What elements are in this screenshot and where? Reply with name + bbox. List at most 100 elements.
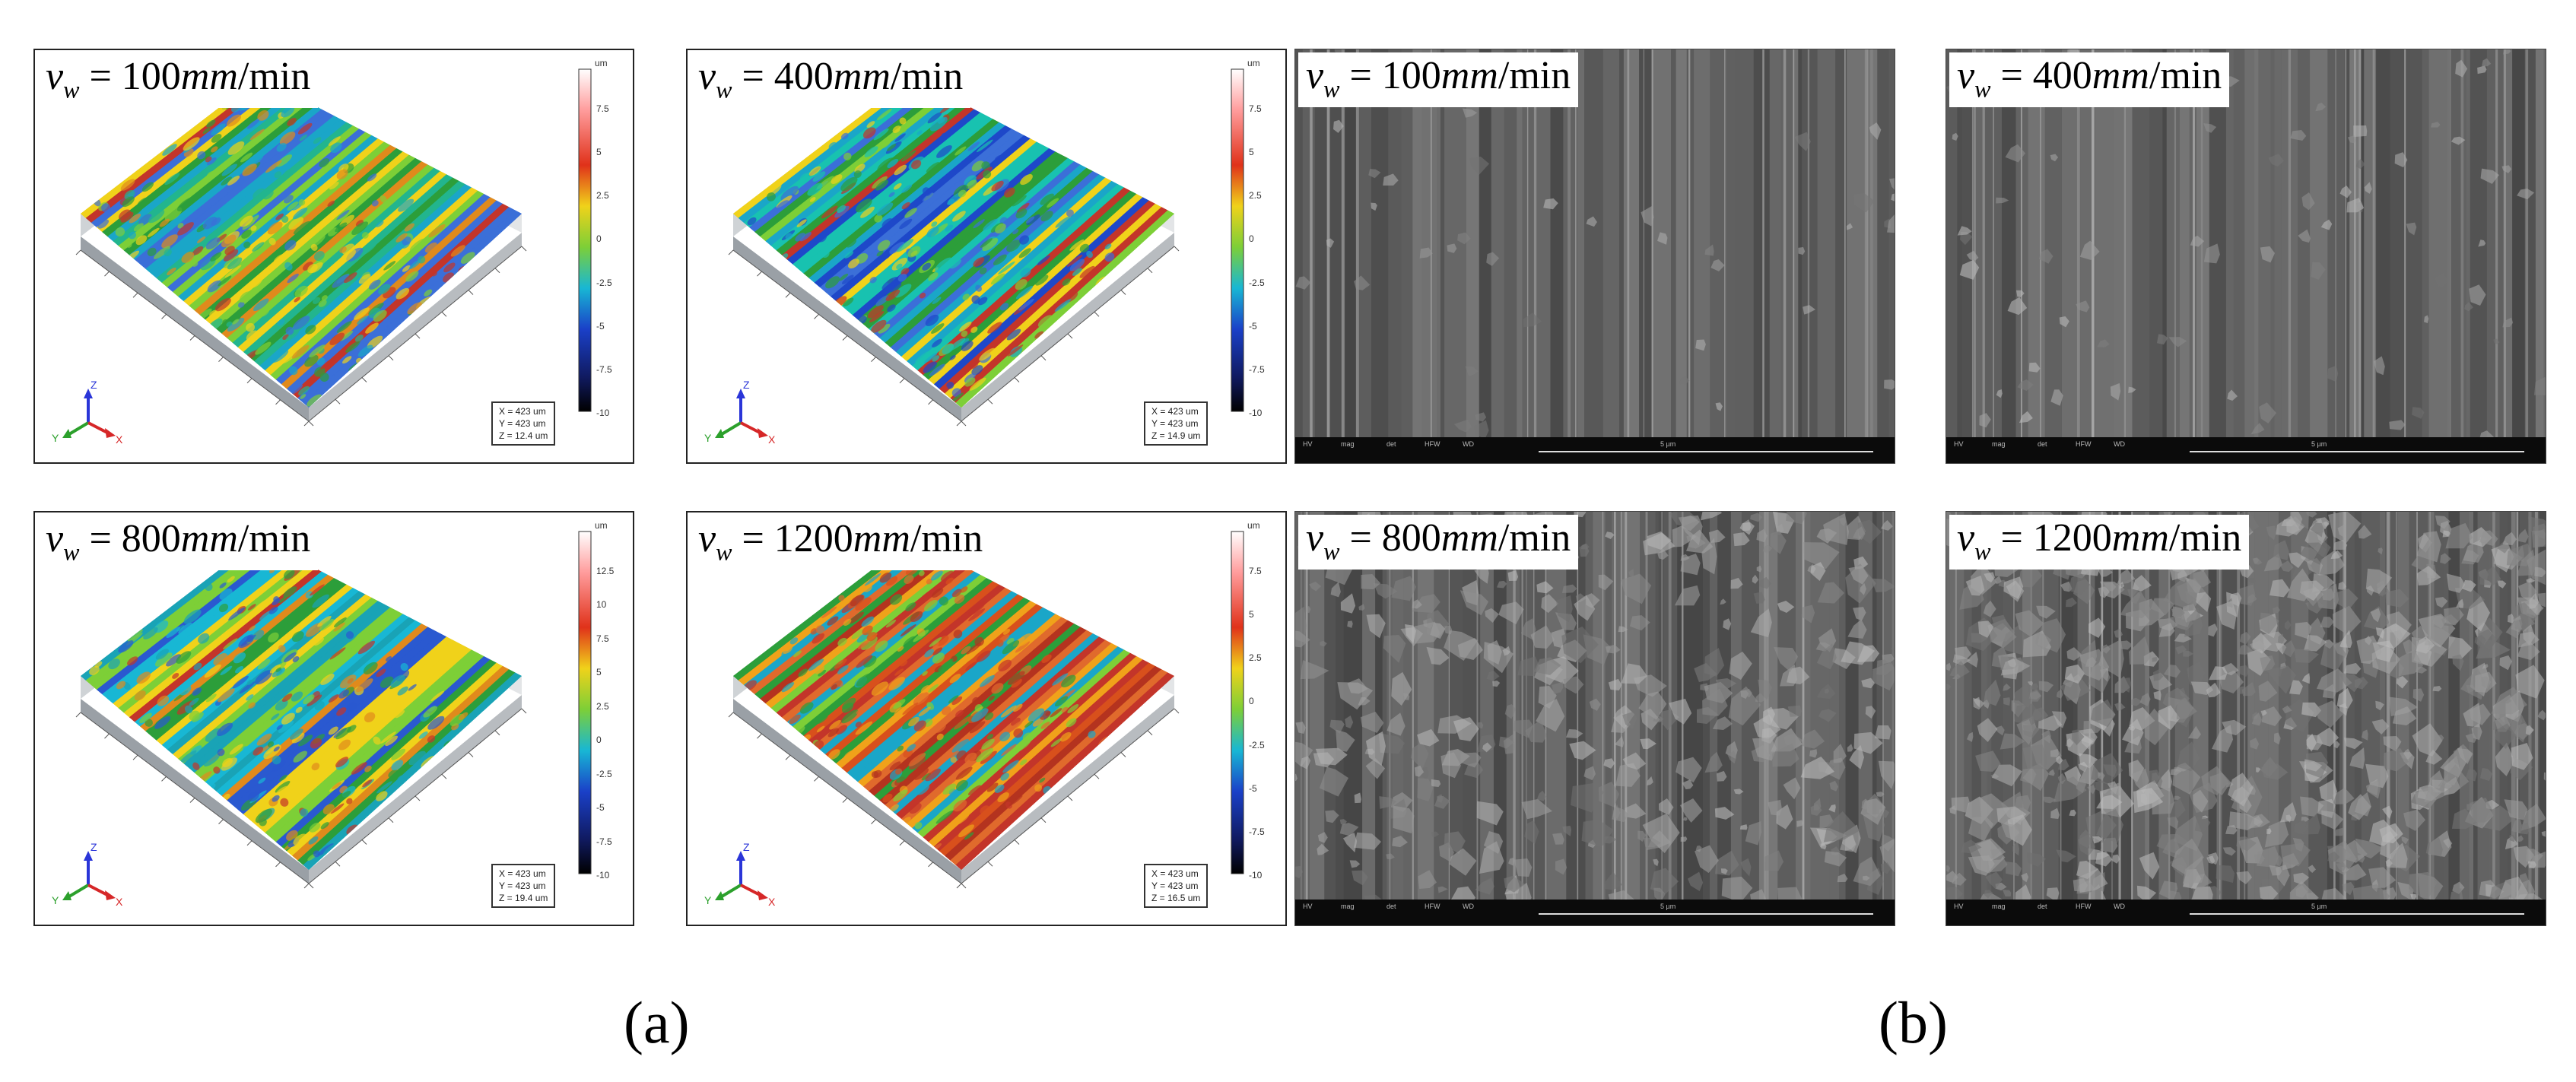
label-sub: w [716, 75, 732, 103]
sem-info-field: HFW [1425, 440, 1440, 448]
sem-panel-800: HV mag det HFW WD 5 µm vw = 800mm/min [1294, 511, 1895, 926]
dimension-info-box: X = 423 um Y = 423 um Z = 12.4 um [491, 401, 556, 446]
color-bar-unit: um [595, 520, 608, 531]
color-bar-tick: -10 [596, 408, 610, 418]
axis-triad-icon: Z Y X [704, 379, 776, 446]
speed-label: vw = 1200mm/min [1949, 515, 2250, 570]
sem-info-field: mag [1992, 903, 2006, 910]
axis-triad-icon: Z Y X [704, 841, 776, 908]
sem-info-field: det [2038, 440, 2047, 448]
dimension-info-box: X = 423 um Y = 423 um Z = 16.5 um [1144, 864, 1209, 908]
sem-micrograph [1946, 512, 2546, 925]
label-sub: w [716, 538, 732, 566]
color-bar-unit: um [1247, 58, 1260, 68]
color-bar-tick: -2.5 [596, 768, 612, 779]
label-sub: w [63, 538, 80, 566]
axis-z-label: Z [743, 379, 750, 391]
label-var: v [1306, 516, 1324, 560]
color-bar-tick: -5 [596, 802, 605, 814]
label-unit: mm [180, 55, 238, 98]
dimension-info-box: X = 423 um Y = 423 um Z = 14.9 um [1144, 401, 1209, 446]
label-var: v [1957, 516, 1975, 560]
label-value: 800 [1381, 516, 1441, 560]
sem-info-bar: HV mag det HFW WD 5 µm [1295, 437, 1895, 463]
dimension-line: Y = 423 um [1151, 881, 1199, 891]
surface-plot: Z Y X [704, 68, 1244, 446]
color-bar-tick: -5 [1249, 320, 1257, 332]
label-sub: w [1323, 75, 1340, 103]
color-bar-tick: 5 [1249, 609, 1254, 620]
sem-info-field: 5 µm [2311, 903, 2327, 910]
sem-info-field: HFW [2076, 903, 2092, 910]
sem-info-field: mag [1341, 440, 1355, 448]
sem-info-field: HV [1954, 440, 1964, 448]
color-bar-tick: 7.5 [596, 633, 609, 644]
label-value: 1200 [2032, 516, 2112, 560]
color-bar [578, 531, 592, 874]
sem-panel-400: HV mag det HFW WD 5 µm vw = 400mm/min [1945, 49, 2546, 464]
label-sub: w [1974, 537, 1991, 565]
color-bar-tick: -7.5 [1249, 826, 1265, 837]
sem-info-field: HV [1954, 903, 1964, 910]
color-bar-tick: 0 [596, 233, 602, 245]
sem-info-field: 5 µm [1660, 903, 1676, 910]
surface-plot: Z Y X [704, 531, 1244, 908]
color-bar-tick: -5 [1249, 782, 1257, 794]
speed-label: vw = 100mm/min [38, 53, 319, 108]
speed-label: vw = 100mm/min [1298, 52, 1579, 107]
dimension-line: Z = 19.4 um [499, 893, 548, 903]
label-unit: mm [2092, 54, 2149, 97]
color-bar-unit: um [1247, 520, 1260, 531]
color-bar-tick: 7.5 [1249, 103, 1262, 114]
color-bar-tick: -10 [596, 870, 610, 881]
sem-info-field: HFW [1425, 903, 1440, 910]
dimension-line: Z = 14.9 um [1151, 430, 1201, 441]
dimension-line: Y = 423 um [499, 881, 546, 891]
sem-info-field: 5 µm [1660, 440, 1676, 448]
axis-triad-icon: Z Y X [52, 379, 123, 446]
axis-z-label: Z [743, 841, 750, 853]
color-bar-tick: -5 [596, 320, 605, 332]
dimension-line: X = 423 um [499, 868, 546, 879]
label-unit: mm [853, 517, 910, 560]
color-bar-tick: 5 [1249, 147, 1254, 158]
sem-info-field: WD [2114, 440, 2125, 448]
label-var: v [698, 517, 716, 560]
dimension-line: Y = 423 um [499, 418, 546, 429]
color-bar-tick: -10 [1249, 408, 1263, 418]
axis-x-label: X [768, 896, 776, 908]
sem-info-field: det [1386, 903, 1396, 910]
color-bar-tick: -2.5 [596, 277, 612, 288]
color-bar-tick: 12.5 [596, 566, 615, 576]
dimension-info-box: X = 423 um Y = 423 um Z = 19.4 um [491, 864, 556, 908]
label-var: v [46, 517, 64, 560]
color-bar-tick: 7.5 [1249, 566, 1262, 576]
label-unit: mm [1440, 516, 1498, 560]
color-bar-tick: 10 [596, 599, 607, 611]
caption-a: (a) [624, 989, 690, 1055]
sem-info-field: WD [1463, 440, 1474, 448]
axis-y-label: Y [704, 894, 712, 906]
sem-info-field: 5 µm [2311, 440, 2327, 448]
sem-info-field: HV [1303, 903, 1313, 910]
scale-bar [1539, 451, 1873, 452]
axis-x-label: X [768, 433, 776, 446]
color-bar [1231, 68, 1244, 412]
sem-info-field: WD [1463, 903, 1474, 910]
label-sub: w [63, 75, 80, 103]
axis-triad-icon: Z Y X [52, 841, 123, 908]
axis-z-label: Z [91, 379, 97, 391]
color-bar-tick: 2.5 [596, 700, 609, 712]
scale-bar [2190, 913, 2524, 915]
label-sub: w [1974, 75, 1991, 103]
sem-panel-1200: HV mag det HFW WD 5 µm vw = 1200mm/min [1945, 511, 2546, 926]
dimension-line: Y = 423 um [1151, 418, 1199, 429]
sem-info-field: mag [1341, 903, 1355, 910]
label-unit-rest: /min [237, 517, 311, 560]
label-unit: mm [833, 55, 891, 98]
label-value: 400 [773, 55, 834, 98]
color-bar-tick: 0 [1249, 233, 1254, 245]
color-bar-tick: -2.5 [1249, 277, 1265, 288]
